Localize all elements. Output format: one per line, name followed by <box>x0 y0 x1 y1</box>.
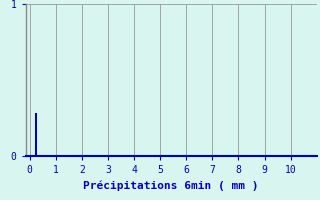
X-axis label: Précipitations 6min ( mm ): Précipitations 6min ( mm ) <box>84 181 259 191</box>
Bar <box>35 113 37 156</box>
